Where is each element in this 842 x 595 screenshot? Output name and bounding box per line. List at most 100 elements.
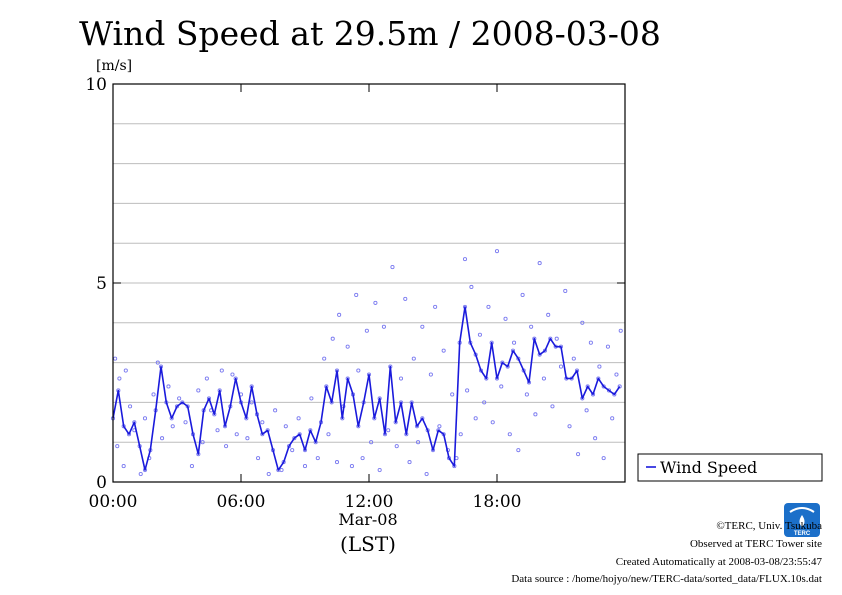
- x-tick-label: 00:00: [89, 492, 138, 512]
- data-point: [546, 312, 551, 317]
- data-point: [290, 448, 295, 453]
- water-drop-icon: [799, 515, 805, 527]
- legend-box: [637, 453, 823, 482]
- data-point: [420, 324, 425, 329]
- data-point: [349, 464, 354, 469]
- data-point: [390, 265, 395, 270]
- data-point: [334, 460, 340, 465]
- data-point: [166, 384, 171, 389]
- wind-speed-line: [112, 306, 621, 471]
- y-tick-label: 5: [96, 274, 107, 294]
- data-point: [458, 432, 463, 437]
- data-point: [115, 444, 120, 449]
- data-point: [117, 376, 122, 381]
- source-text: Data source : /home/hojyo/new/TERC-data/…: [511, 573, 822, 585]
- data-point: [605, 344, 610, 349]
- data-point: [554, 336, 559, 341]
- data-point: [550, 404, 555, 409]
- data-point: [450, 392, 455, 397]
- wave-icon: [789, 507, 815, 513]
- wind-speed-points: [110, 249, 623, 477]
- data-point: [407, 460, 412, 465]
- data-point: [469, 284, 474, 290]
- data-point: [356, 368, 361, 373]
- x-tick-label: 18:00: [473, 492, 522, 512]
- data-point: [499, 384, 504, 389]
- data-point: [541, 376, 546, 381]
- data-point: [128, 404, 133, 409]
- data-point: [617, 384, 622, 389]
- data-point: [296, 416, 301, 421]
- x-tick-label: 12:00: [345, 492, 394, 512]
- y-tick-label: 10: [85, 75, 107, 95]
- data-point: [283, 424, 288, 429]
- data-point: [302, 464, 308, 469]
- data-point: [200, 440, 205, 445]
- data-point: [524, 392, 529, 397]
- data-point: [123, 368, 128, 373]
- x-tick-label: 06:00: [217, 492, 266, 512]
- data-point: [462, 257, 468, 262]
- data-point: [593, 436, 598, 441]
- data-point: [503, 316, 508, 321]
- data-point: [177, 396, 182, 401]
- data-point: [381, 324, 386, 329]
- data-point: [473, 416, 478, 421]
- data-point: [612, 392, 617, 397]
- data-point: [260, 420, 265, 425]
- data-point: [614, 372, 619, 377]
- data-point: [424, 471, 429, 477]
- created-text: Created Automatically at 2008-03-08/23:5…: [615, 556, 822, 568]
- data-point: [512, 340, 517, 345]
- data-point: [155, 360, 160, 365]
- data-point: [433, 304, 438, 309]
- data-point: [482, 400, 487, 405]
- chart-title: Wind Speed at 29.5m / 2008-03-08: [79, 14, 661, 53]
- data-point: [576, 452, 581, 457]
- data-point: [520, 292, 525, 297]
- legend-label: Wind Speed: [660, 458, 757, 477]
- data-point: [345, 344, 350, 349]
- x-axis-ticks: 00:00 06:00 12:00 18:00: [89, 84, 522, 512]
- data-point: [234, 432, 239, 437]
- data-point: [584, 408, 589, 413]
- logo-text: TERC: [794, 531, 811, 537]
- data-point: [386, 428, 391, 433]
- data-point: [580, 320, 585, 325]
- data-point: [437, 424, 442, 429]
- legend: Wind Speed: [637, 453, 823, 482]
- data-point: [610, 416, 615, 421]
- x-axis-label: (LST): [340, 532, 396, 556]
- data-point: [224, 444, 229, 449]
- gridlines: [113, 123, 625, 443]
- data-point: [394, 444, 399, 449]
- data-point: [563, 288, 568, 294]
- data-point: [183, 420, 188, 425]
- data-point: [113, 356, 118, 361]
- data-point: [377, 468, 382, 473]
- data-point: [597, 364, 602, 369]
- data-point: [606, 388, 612, 393]
- data-point: [249, 400, 254, 405]
- data-point: [219, 368, 224, 373]
- data-point: [292, 436, 297, 441]
- data-point: [465, 388, 470, 393]
- data-point: [279, 468, 284, 473]
- data-point: [601, 384, 606, 389]
- data-point: [315, 456, 320, 461]
- data-point: [360, 456, 365, 461]
- data-point: [516, 448, 521, 453]
- data-point: [477, 332, 482, 337]
- data-point: [309, 396, 314, 401]
- data-point: [441, 348, 446, 353]
- terc-logo: TERC: [784, 503, 820, 537]
- data-point: [196, 388, 201, 393]
- data-point: [398, 376, 404, 381]
- data-point: [490, 420, 495, 425]
- data-point: [354, 292, 359, 297]
- data-point: [601, 456, 606, 461]
- y-axis-unit-label: [m/s]: [96, 58, 132, 74]
- data-point: [266, 471, 271, 477]
- date-label: Mar-08: [338, 510, 397, 529]
